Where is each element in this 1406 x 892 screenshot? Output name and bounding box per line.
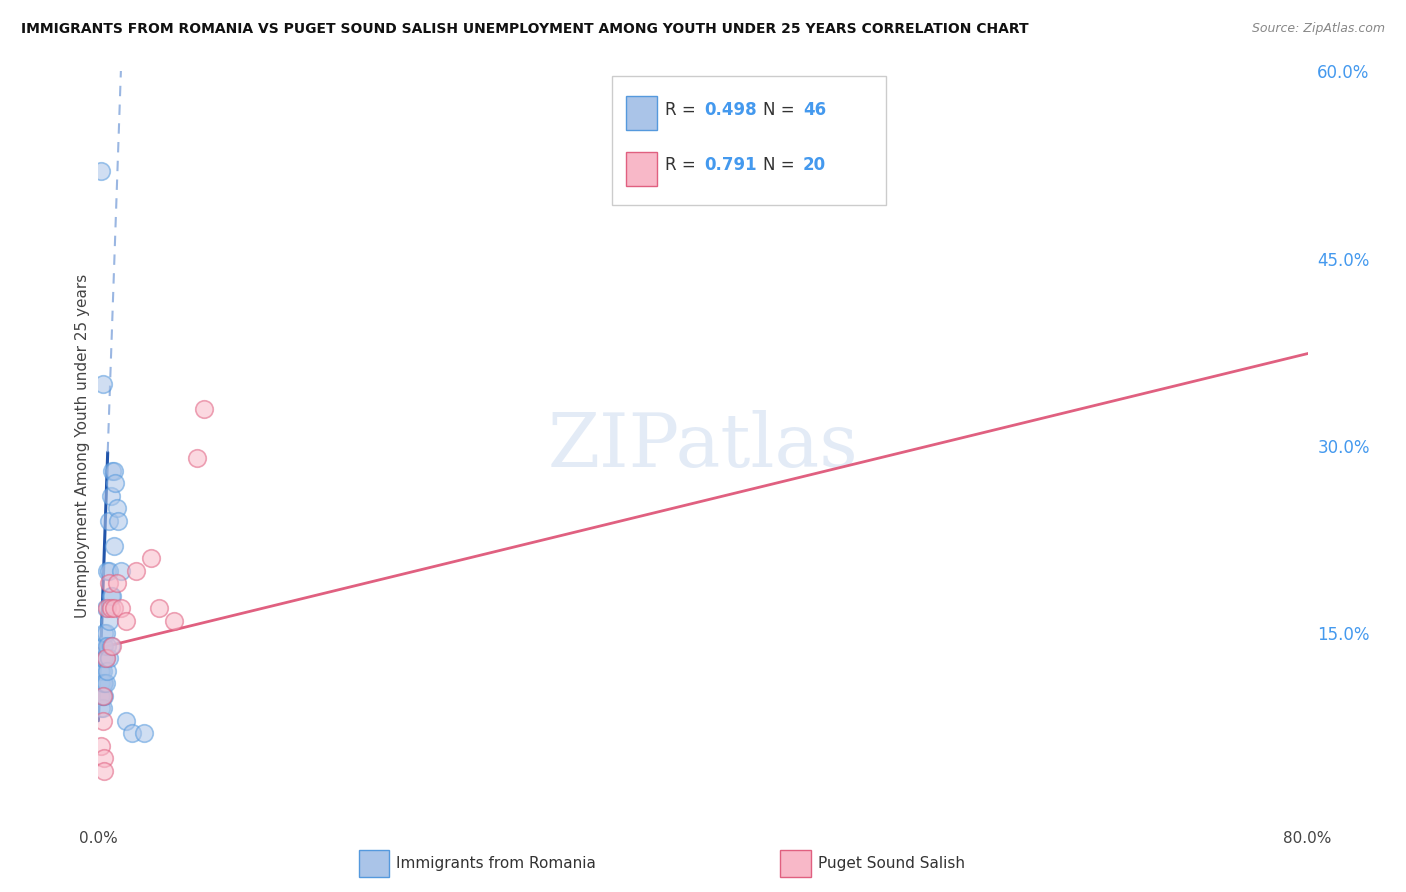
Point — [121, 726, 143, 740]
Point — [91, 689, 114, 703]
Point — [96, 601, 118, 615]
Point — [141, 551, 163, 566]
Point — [90, 676, 112, 690]
Point — [103, 601, 125, 615]
Point — [98, 614, 121, 628]
Point — [93, 689, 115, 703]
Point — [93, 651, 115, 665]
Point — [89, 676, 111, 690]
Point — [90, 689, 112, 703]
Point — [110, 601, 132, 615]
Point — [100, 489, 122, 503]
Point — [104, 476, 127, 491]
Point — [103, 539, 125, 553]
Text: Immigrants from Romania: Immigrants from Romania — [396, 856, 596, 871]
Point — [125, 564, 148, 578]
Point — [93, 626, 115, 640]
Point — [91, 676, 114, 690]
Point — [94, 651, 117, 665]
Point — [91, 701, 114, 715]
Point — [100, 639, 122, 653]
Text: N =: N = — [763, 156, 800, 174]
Point — [91, 664, 114, 678]
Point — [91, 714, 114, 728]
Point — [91, 376, 114, 391]
Point — [96, 664, 118, 678]
Text: ZIPatlas: ZIPatlas — [547, 409, 859, 483]
Point — [105, 576, 128, 591]
Point — [93, 676, 115, 690]
Point — [91, 639, 114, 653]
Point — [101, 639, 124, 653]
Point — [98, 514, 121, 528]
Point — [96, 639, 118, 653]
Point — [96, 564, 118, 578]
Point — [89, 664, 111, 678]
Point — [98, 651, 121, 665]
Point — [94, 676, 117, 690]
Point — [148, 601, 170, 615]
Point — [110, 564, 132, 578]
Point — [93, 639, 115, 653]
Point — [91, 651, 114, 665]
Point — [98, 576, 121, 591]
Point — [101, 464, 124, 478]
Point — [93, 764, 115, 778]
Text: N =: N = — [763, 101, 800, 119]
Y-axis label: Unemployment Among Youth under 25 years: Unemployment Among Youth under 25 years — [75, 274, 90, 618]
Point — [91, 689, 114, 703]
Point — [114, 614, 136, 628]
Point — [94, 626, 117, 640]
Point — [132, 726, 155, 740]
Text: 46: 46 — [803, 101, 825, 119]
Point — [89, 689, 111, 703]
Point — [101, 589, 124, 603]
Point — [103, 464, 125, 478]
Point — [163, 614, 186, 628]
Point — [94, 601, 117, 615]
Point — [90, 651, 112, 665]
Point — [105, 501, 128, 516]
Point — [90, 701, 112, 715]
Point — [107, 514, 129, 528]
Point — [90, 164, 112, 178]
Point — [186, 451, 208, 466]
Point — [100, 601, 122, 615]
Point — [98, 564, 121, 578]
Text: R =: R = — [665, 101, 702, 119]
Point — [100, 589, 122, 603]
Text: R =: R = — [665, 156, 702, 174]
Point — [90, 664, 112, 678]
Text: Source: ZipAtlas.com: Source: ZipAtlas.com — [1251, 22, 1385, 36]
Text: Puget Sound Salish: Puget Sound Salish — [818, 856, 966, 871]
Point — [193, 401, 215, 416]
Point — [114, 714, 136, 728]
Point — [93, 751, 115, 765]
Text: 20: 20 — [803, 156, 825, 174]
Text: IMMIGRANTS FROM ROMANIA VS PUGET SOUND SALISH UNEMPLOYMENT AMONG YOUTH UNDER 25 : IMMIGRANTS FROM ROMANIA VS PUGET SOUND S… — [21, 22, 1029, 37]
Point — [90, 739, 112, 753]
Point — [94, 651, 117, 665]
Text: 0.791: 0.791 — [704, 156, 756, 174]
Text: 0.498: 0.498 — [704, 101, 756, 119]
